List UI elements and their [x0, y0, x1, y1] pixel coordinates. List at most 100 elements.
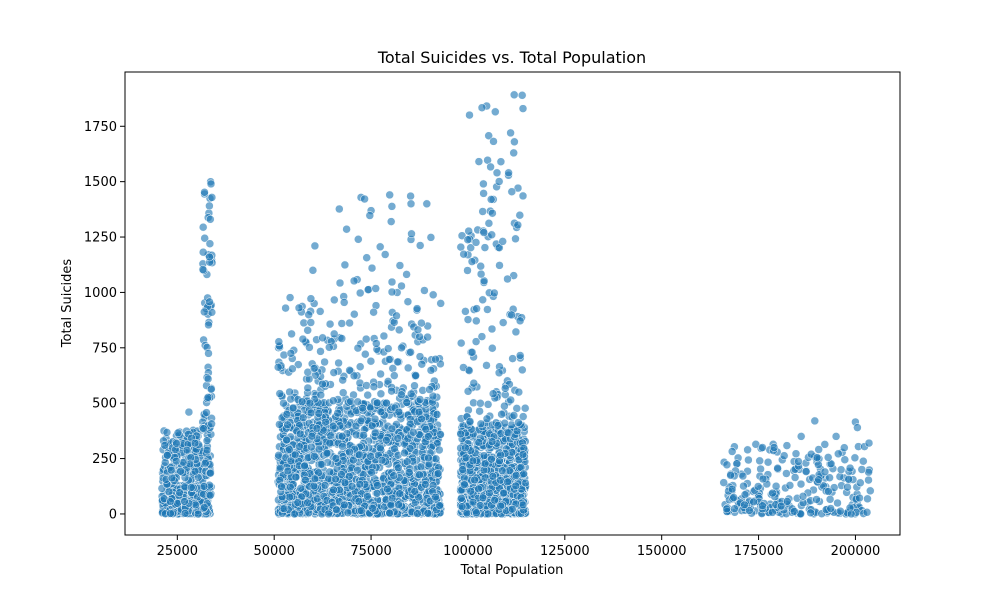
data-point: [500, 401, 509, 411]
x-tick-label: 25000: [157, 544, 198, 559]
data-point: [406, 191, 415, 201]
data-point: [719, 478, 728, 487]
data-point: [275, 464, 285, 473]
data-point: [384, 355, 394, 364]
data-point: [412, 304, 422, 313]
data-point: [856, 478, 865, 488]
y-tick-label: 500: [92, 397, 117, 412]
data-point: [202, 408, 211, 417]
data-point: [324, 509, 333, 519]
data-point: [509, 148, 518, 158]
data-point: [279, 398, 288, 408]
data-point: [369, 382, 379, 391]
data-point: [285, 293, 295, 302]
data-point: [285, 492, 294, 502]
data-point: [496, 501, 505, 511]
data-point: [198, 222, 208, 232]
data-point: [457, 494, 466, 503]
data-point: [836, 465, 846, 474]
data-point: [511, 327, 521, 337]
data-point: [840, 443, 849, 452]
data-point: [753, 482, 763, 491]
data-point: [198, 247, 208, 257]
data-point: [199, 424, 208, 433]
data-point: [864, 438, 874, 448]
data-point: [345, 472, 354, 481]
data-point: [282, 410, 292, 419]
data-point: [432, 410, 442, 419]
data-point: [286, 394, 295, 404]
data-point: [307, 431, 317, 441]
data-point: [472, 304, 481, 313]
data-point: [273, 362, 283, 372]
data-point: [863, 494, 872, 504]
data-point: [436, 299, 445, 308]
data-point: [394, 325, 404, 335]
data-point: [387, 277, 397, 287]
data-point: [363, 390, 372, 400]
data-point: [779, 451, 789, 460]
data-point: [402, 270, 411, 279]
data-point: [318, 333, 327, 343]
y-axis: 0 250 500 750 1000 1250 1500 1750: [84, 120, 125, 522]
data-point: [204, 349, 213, 358]
data-point: [395, 489, 404, 498]
data-point: [204, 320, 213, 330]
data-point: [206, 384, 216, 394]
data-point: [309, 364, 319, 373]
data-point: [503, 274, 512, 284]
data-point: [182, 445, 192, 455]
data-point: [285, 445, 294, 454]
data-point: [480, 243, 490, 252]
data-point: [413, 509, 422, 518]
data-point: [465, 417, 475, 426]
data-point: [340, 500, 349, 510]
data-point: [489, 137, 498, 146]
data-point: [367, 263, 377, 273]
data-point: [329, 485, 338, 495]
data-point: [415, 470, 424, 480]
data-point: [507, 310, 516, 320]
data-point: [397, 343, 406, 353]
data-point: [479, 451, 489, 460]
data-point: [390, 371, 399, 380]
data-point: [426, 233, 436, 242]
data-point: [495, 261, 504, 270]
data-point: [864, 475, 873, 485]
data-point: [353, 397, 362, 407]
data-point: [161, 458, 170, 467]
data-point: [519, 469, 528, 479]
data-point: [782, 441, 792, 450]
data-point: [794, 457, 803, 466]
data-point: [410, 381, 419, 390]
data-point: [202, 445, 212, 455]
data-point: [303, 383, 313, 393]
data-point: [298, 413, 308, 422]
data-point: [176, 467, 185, 476]
data-point: [173, 428, 183, 438]
data-point: [275, 420, 284, 429]
data-point: [515, 210, 525, 220]
data-point: [843, 482, 852, 492]
data-point: [459, 249, 468, 259]
data-point: [322, 448, 332, 458]
data-point: [310, 452, 319, 461]
data-point: [361, 334, 371, 344]
data-point: [492, 168, 502, 178]
data-point: [483, 305, 492, 314]
data-point: [293, 498, 303, 507]
data-point: [309, 481, 319, 491]
data-point: [403, 297, 413, 306]
data-point: [393, 434, 403, 443]
data-point: [518, 191, 528, 201]
data-point: [859, 456, 868, 466]
data-point: [351, 430, 361, 440]
data-point: [511, 471, 521, 480]
data-point: [167, 465, 176, 475]
data-point: [508, 504, 517, 514]
data-point: [402, 457, 412, 466]
data-point: [383, 344, 393, 353]
data-point: [389, 471, 398, 480]
data-point: [484, 219, 494, 228]
data-point: [435, 445, 444, 455]
